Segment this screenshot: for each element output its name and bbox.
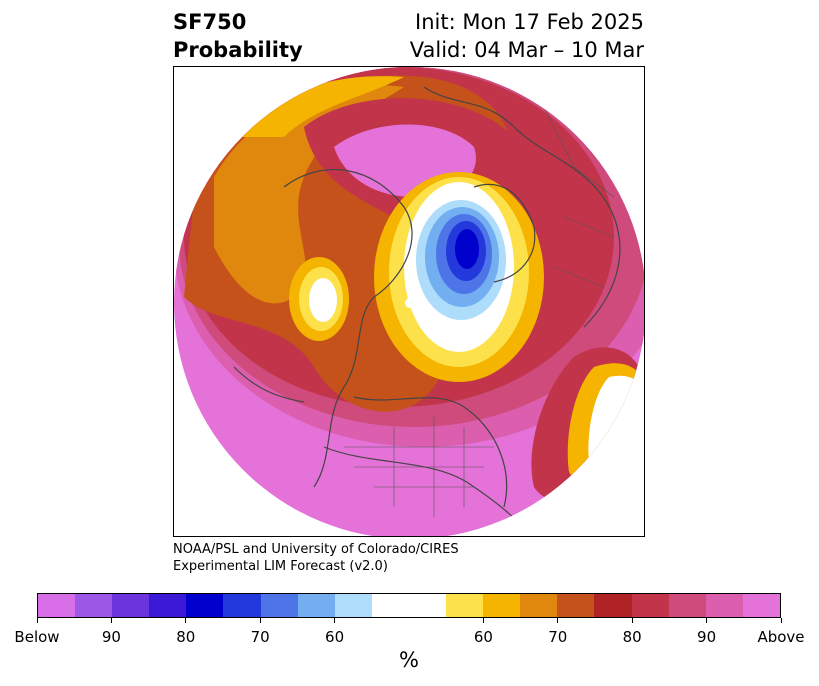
- colorbar-tick-label: 70: [548, 628, 568, 646]
- colorbar-segment: [557, 594, 595, 617]
- forecast-dates: Init: Mon 17 Feb 2025 Valid: 04 Mar – 10…: [410, 8, 644, 64]
- field-band-amber: [214, 85, 404, 304]
- colorbar-segment: [483, 594, 521, 617]
- field-below-75: [455, 229, 479, 269]
- colorbar-tick-mark: [482, 618, 484, 623]
- colorbar: [37, 593, 781, 618]
- title-type: Probability: [173, 38, 303, 62]
- credit-line-2: Experimental LIM Forecast (v2.0): [173, 559, 388, 574]
- colorbar-segment: [742, 594, 780, 617]
- colorbar-tick-label: 70: [250, 628, 270, 646]
- colorbar-tick-label: 80: [622, 628, 642, 646]
- colorbar-segment: [75, 594, 113, 617]
- colorbar-segment: [520, 594, 558, 617]
- colorbar-tick-label: Below: [14, 628, 60, 646]
- colorbar-tick-mark: [334, 618, 336, 623]
- field-spot-neutral: [309, 278, 337, 322]
- colorbar-tick-mark: [780, 618, 782, 623]
- colorbar-segment: [371, 594, 409, 617]
- valid-range: Valid: 04 Mar – 10 Mar: [409, 38, 644, 62]
- field-band-gold: [234, 76, 404, 137]
- probability-map-svg: [174, 67, 644, 536]
- colorbar-segment: [186, 594, 224, 617]
- colorbar-segment: [260, 594, 298, 617]
- colorbar-segment: [149, 594, 187, 617]
- colorbar-segment: [631, 594, 669, 617]
- colorbar-segment: [668, 594, 706, 617]
- init-date: Init: Mon 17 Feb 2025: [415, 10, 644, 34]
- map-title: SF750 Probability: [173, 8, 303, 64]
- colorbar-tick-mark: [706, 618, 708, 623]
- colorbar-segment: [446, 594, 484, 617]
- colorbar-tick-label: 80: [176, 628, 196, 646]
- colorbar-segment: [334, 594, 372, 617]
- colorbar-segment: [594, 594, 632, 617]
- colorbar-tick-mark: [110, 618, 112, 623]
- colorbar-segment: [408, 594, 447, 617]
- credit-line-1: NOAA/PSL and University of Colorado/CIRE…: [173, 542, 459, 557]
- colorbar-segment: [223, 594, 261, 617]
- polar-map: [173, 66, 645, 537]
- colorbar-tick-mark: [631, 618, 633, 623]
- colorbar-tick-mark: [259, 618, 261, 623]
- colorbar-tick-mark: [185, 618, 187, 623]
- title-variable: SF750: [173, 10, 247, 34]
- colorbar-tick-label: 60: [473, 628, 493, 646]
- colorbar-tick-label: 90: [697, 628, 717, 646]
- colorbar-units: %: [399, 648, 419, 672]
- colorbar-segment: [705, 594, 743, 617]
- colorbar-segment: [297, 594, 335, 617]
- colorbar-tick-mark: [36, 618, 38, 623]
- borders: [344, 106, 615, 517]
- colorbar-tick-label: 90: [101, 628, 121, 646]
- colorbar-segment: [38, 594, 76, 617]
- data-credit: NOAA/PSL and University of Colorado/CIRE…: [173, 541, 459, 575]
- colorbar-tick-label: 60: [325, 628, 345, 646]
- field-dot-neutral: [405, 298, 415, 308]
- colorbar-tick-label: Above: [757, 628, 805, 646]
- colorbar-tick-mark: [557, 618, 559, 623]
- colorbar-segment: [112, 594, 150, 617]
